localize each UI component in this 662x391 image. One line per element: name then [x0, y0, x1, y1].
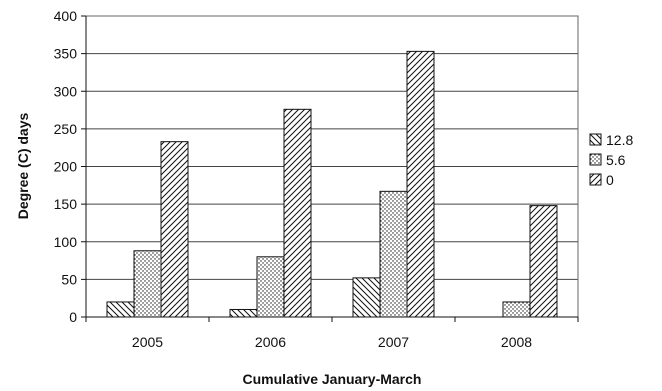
legend-label: 0 — [606, 172, 614, 188]
legend-swatch-5-6 — [589, 153, 602, 166]
y-tick-label: 50 — [61, 271, 77, 287]
bar-0-2007 — [406, 50, 435, 318]
x-axis-label: Cumulative January-March — [243, 371, 422, 387]
bar-5-6-2008 — [502, 301, 531, 318]
bar-5-6-2007 — [379, 190, 408, 318]
bar-12-8-2007 — [352, 277, 381, 318]
y-ticks: 0 50 100 150 200 250 300 350 400 — [54, 8, 86, 325]
y-tick-label: 300 — [54, 83, 78, 99]
x-tick-label: 2005 — [132, 334, 163, 350]
y-tick-label: 400 — [54, 8, 78, 24]
y-tick-label: 200 — [54, 159, 78, 175]
legend: 12.8 5.6 0 — [589, 132, 633, 188]
bar-12-8-2005 — [106, 301, 135, 318]
bar-5-6-2006 — [256, 256, 285, 318]
legend-swatch-0 — [589, 173, 602, 186]
legend-swatch-12-8 — [589, 133, 602, 146]
bar-5-6-2005 — [133, 250, 162, 318]
y-tick-label: 350 — [54, 46, 78, 62]
y-tick-label: 100 — [54, 234, 78, 250]
gridlines — [86, 53, 578, 280]
y-axis-label: Degree (C) days — [15, 112, 31, 219]
y-tick-label: 150 — [54, 196, 78, 212]
bar-12-8-2006 — [229, 308, 258, 318]
legend-label: 12.8 — [606, 132, 633, 148]
x-ticks: 2005 2006 2007 2008 — [85, 317, 579, 350]
legend-label: 5.6 — [606, 152, 626, 168]
y-tick-label: 0 — [69, 309, 77, 325]
bar-0-2005 — [160, 141, 189, 318]
x-tick-label: 2008 — [501, 334, 532, 350]
y-tick-label: 250 — [54, 121, 78, 137]
bars — [106, 50, 558, 318]
x-tick-label: 2006 — [255, 334, 286, 350]
bar-0-2006 — [283, 108, 312, 318]
x-tick-label: 2007 — [378, 334, 409, 350]
bar-0-2008 — [529, 205, 558, 318]
